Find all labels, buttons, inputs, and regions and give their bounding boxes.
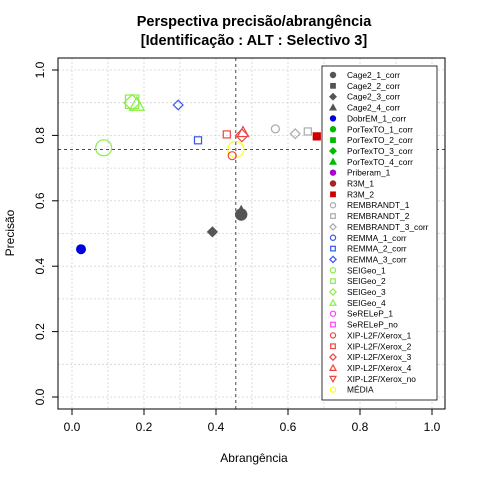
legend-marker	[328, 157, 338, 165]
legend-marker	[328, 103, 338, 111]
legend-marker	[330, 82, 336, 89]
data-point	[206, 226, 219, 238]
legend-marker	[329, 201, 337, 209]
y-axis-label: Precisão	[3, 209, 17, 256]
data-point	[312, 132, 321, 141]
legend-label: XIP-L2F/Xerox_2	[347, 341, 412, 351]
legend-label: Cage2_2_corr	[347, 81, 400, 91]
data-point	[235, 204, 247, 215]
data-point	[172, 99, 184, 111]
y-tick-label: 0.0	[33, 388, 47, 405]
x-tick-label: 1.0	[424, 420, 441, 434]
legend-label: Cage2_4_corr	[347, 103, 400, 113]
legend-marker	[329, 222, 337, 231]
y-axis: 0.0 0.2 0.4 0.6 0.8 1.0	[33, 61, 58, 405]
legend-label: REMMA_3_corr	[347, 254, 407, 264]
legend-box	[321, 65, 438, 401]
legend-label: PorTexTO_1_corr	[347, 124, 413, 134]
legend-label: XIP-L2F/Xerox_no	[347, 374, 416, 384]
legend-label: REMBRANDT_2	[347, 211, 410, 221]
legend-label: REMMA_1_corr	[347, 233, 407, 243]
legend-label: REMMA_2_corr	[347, 244, 407, 254]
x-tick-label: 0.4	[208, 420, 225, 434]
data-point	[303, 127, 312, 136]
legend-marker	[330, 245, 336, 252]
legend-marker	[330, 278, 336, 285]
legend-label: R3M_2	[347, 189, 374, 199]
legend-marker	[330, 321, 336, 328]
x-tick-label: 0.8	[352, 420, 369, 434]
legend-marker	[329, 92, 337, 101]
legend-label: SEIGeo_1	[347, 265, 386, 275]
legend-label: REMBRANDT_1	[347, 200, 410, 210]
legend-marker	[329, 115, 337, 122]
legend-label: SeRELeP_1	[347, 309, 393, 319]
data-point	[193, 136, 203, 145]
data-point	[270, 124, 280, 134]
legend-marker	[329, 267, 337, 274]
legend-label: SEIGeo_3	[347, 287, 386, 297]
data-point	[236, 125, 250, 138]
legend-label: Cage2_1_corr	[347, 70, 400, 80]
legend-marker	[328, 375, 338, 384]
legend-label: Priberam_1	[347, 168, 391, 178]
legend-label: Cage2_3_corr	[347, 92, 400, 102]
legend-marker	[330, 191, 336, 198]
legend-marker	[329, 146, 337, 155]
legend: Cage2_1_corrCage2_2_corrCage2_3_corrCage…	[321, 65, 438, 401]
legend-label: PorTexTO_3_corr	[347, 146, 413, 156]
y-tick-label: 0.4	[33, 258, 47, 275]
legend-marker	[329, 288, 337, 296]
legend-label: XIP-L2F/Xerox_1	[347, 330, 412, 340]
data-point	[95, 139, 113, 157]
data-point	[222, 130, 231, 139]
reference-lines	[58, 58, 445, 409]
y-tick-label: 0.6	[33, 192, 47, 209]
legend-label: REMBRANDT_3_corr	[347, 222, 429, 232]
legend-label: MÉDIA	[347, 385, 374, 395]
legend-marker	[329, 332, 337, 339]
legend-label: PorTexTO_2_corr	[347, 135, 413, 145]
x-tick-label: 0.0	[64, 420, 81, 434]
y-tick-label: 1.0	[33, 61, 47, 78]
legend-marker	[330, 343, 336, 350]
legend-marker	[329, 169, 337, 176]
legend-marker	[329, 126, 337, 133]
legend-marker	[329, 353, 337, 362]
legend-marker	[329, 386, 337, 393]
legend-marker	[329, 180, 337, 187]
data-point	[123, 93, 142, 112]
legend-label: SEIGeo_4	[347, 298, 386, 308]
legend-label: R3M_1	[347, 179, 374, 189]
legend-label: PorTexTO_4_corr	[347, 157, 413, 167]
data-point	[227, 151, 237, 161]
y-tick-label: 0.2	[33, 323, 47, 340]
chart-title: Perspectiva precisão/abrangência	[137, 14, 372, 30]
legend-label: XIP-L2F/Xerox_4	[347, 363, 412, 373]
data-point	[75, 244, 86, 255]
data-points	[75, 93, 321, 255]
plot-frame	[57, 57, 446, 410]
data-point	[289, 128, 301, 140]
legend-marker	[330, 213, 336, 219]
legend-label: SEIGeo_2	[347, 276, 386, 286]
legend-marker	[328, 363, 338, 371]
legend-label: DobrEM_1_corr	[347, 113, 406, 123]
legend-marker	[329, 255, 337, 264]
x-axis: 0.0 0.2 0.4 0.6 0.8 1.0	[64, 409, 441, 434]
y-tick-label: 0.8	[33, 127, 47, 144]
chart-subtitle: [Identificação : ALT : Selectivo 3]	[141, 33, 368, 49]
x-tick-label: 0.2	[136, 420, 153, 434]
x-tick-label: 0.6	[280, 420, 297, 434]
legend-marker	[329, 234, 337, 241]
data-point	[128, 95, 146, 111]
x-axis-label: Abrangência	[220, 451, 288, 465]
legend-marker	[329, 71, 337, 79]
legend-label: SeRELeP_no	[347, 320, 398, 330]
legend-label: XIP-L2F/Xerox_3	[347, 352, 412, 362]
legend-marker	[329, 310, 337, 317]
legend-marker	[330, 137, 336, 143]
legend-marker	[328, 298, 338, 306]
